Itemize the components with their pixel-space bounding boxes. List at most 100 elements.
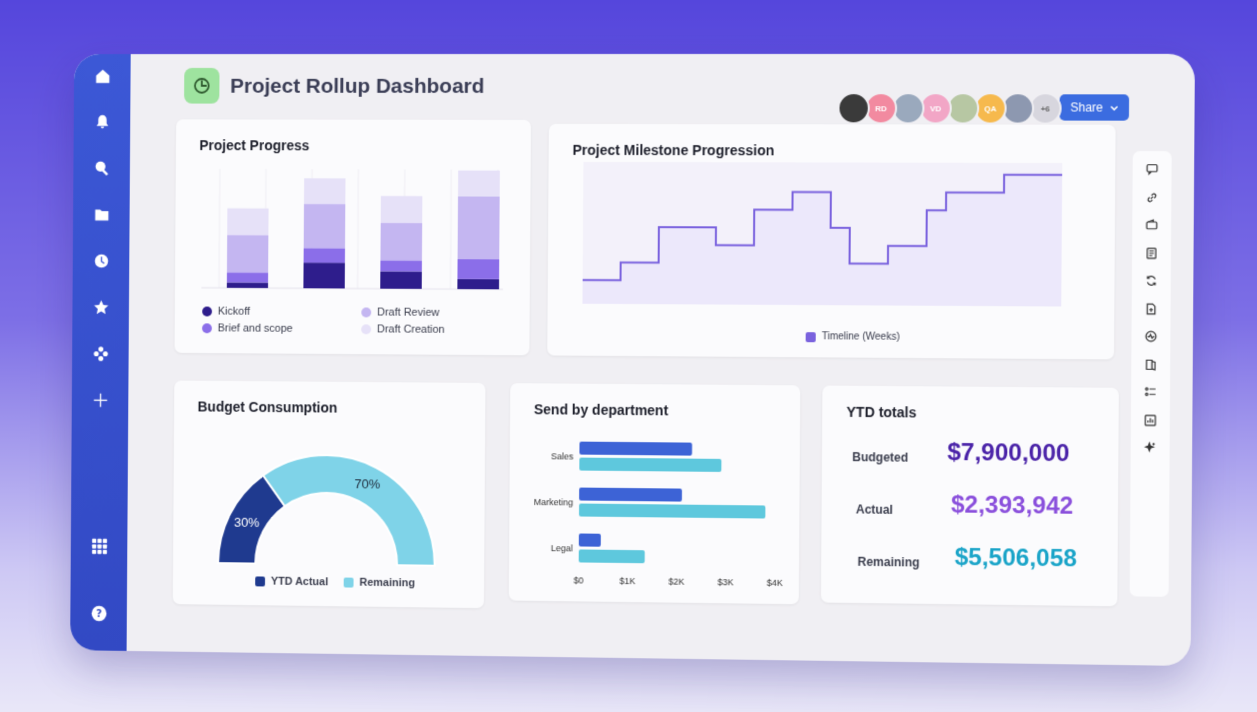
sidebar: ? [70,54,131,651]
legend-label: YTD Actual [271,576,328,589]
search-icon[interactable] [92,158,112,178]
ytd-value-budgeted: $7,900,000 [947,439,1069,468]
avatar[interactable] [837,92,870,124]
legend-kickoff: Kickoff [202,306,250,318]
bar-sales [579,458,721,472]
apps-icon[interactable] [91,343,111,363]
link-icon[interactable] [1144,189,1160,205]
legend-swatch [361,324,371,334]
help-icon[interactable]: ? [89,603,109,623]
x-tick-label: $3K [717,577,733,587]
bar-segment-draft-review [380,223,422,261]
legend-swatch [202,307,212,317]
bar-segment-kickoff [380,271,422,289]
pie-clock-icon [192,76,212,96]
wallet-icon[interactable] [1143,217,1159,233]
chart-icon[interactable] [1142,412,1158,428]
legend-swatch [255,576,265,586]
dashboard-window: ? Project Rollup Dashboard RD VD QA +6 Shar… [70,54,1195,666]
category-label: Marketing [534,497,573,507]
folder-icon[interactable] [92,204,112,224]
ytd-value-actual: $2,393,942 [951,491,1073,521]
ytd-label-actual: Actual [856,502,893,516]
page-title: Project Rollup Dashboard [230,75,484,99]
stacked-bar-chart [189,161,515,311]
bell-icon[interactable] [92,111,112,131]
department-card: Send by department Sales Marketing Legal $0… [509,383,801,604]
bar-legal [579,533,601,546]
step-area-chart [577,154,1082,327]
book-icon[interactable] [1143,356,1159,372]
legend-timeline: Timeline (Weeks) [806,331,900,343]
legend-swatch [806,332,816,342]
ytd-label-budgeted: Budgeted [852,450,908,465]
ytd-label-remaining: Remaining [857,555,919,570]
legend-swatch [361,307,371,317]
bar-segment-kickoff [457,279,499,289]
x-tick-label: $0 [574,575,584,585]
legend-swatch [344,578,354,588]
legend-label: Kickoff [218,306,250,318]
svg-text:?: ? [96,609,102,620]
share-label: Share [1070,100,1103,114]
ytd-card: YTD totals Budgeted $7,900,000 Actual $2… [821,386,1119,607]
bar-sales [579,442,692,456]
legend-swatch [202,323,212,333]
bar-marketing [579,488,682,502]
legend-brief: Brief and scope [202,322,293,334]
card-title: Budget Consumption [198,399,338,416]
legend-label: Draft Creation [377,323,445,335]
ytd-value-remaining: $5,506,058 [955,544,1077,574]
bar-segment-draft-review [227,235,268,273]
slice-value-label: 30% [234,514,260,529]
bar-segment-draft-review [304,204,346,248]
project-progress-card: Project Progress Kickoff Brief and scope… [175,119,531,355]
clock-icon[interactable] [91,251,111,271]
card-title: Project Progress [199,137,309,153]
card-title: Send by department [534,401,668,418]
chevron-down-icon [1109,103,1118,112]
document-icon[interactable] [1143,245,1159,261]
category-label: Legal [551,543,573,553]
grid-line [219,169,220,288]
slice-value-label: 70% [354,476,380,491]
bar-segment-draft-creation [304,178,346,204]
legend-draft-creation: Draft Creation [361,323,445,335]
bar-segment-kickoff [303,263,345,289]
legend-label: Timeline (Weeks) [822,331,900,343]
bar-segment-draft-creation [381,196,423,223]
collaborator-avatars[interactable]: RD VD QA +6 [842,92,1061,124]
horizontal-bar-chart: Sales Marketing Legal $0 $1K $2K $3K $4K [517,431,788,594]
bar-marketing [579,504,765,519]
bar-segment-brief-and-scope [227,272,268,282]
grid-line [358,169,359,288]
bar-segment-kickoff [227,282,268,288]
right-toolbar [1130,151,1172,597]
sync-icon[interactable] [1143,273,1159,289]
legend-remaining: Remaining [344,577,415,590]
milestone-card: Project Milestone Progression Timeline (… [547,124,1115,360]
legend-ytd-actual: YTD Actual [255,575,328,588]
bar-segment-draft-creation [458,170,500,196]
plus-icon[interactable] [90,390,110,410]
activity-icon[interactable] [1143,328,1159,344]
bar-segment-draft-review [458,196,500,259]
legend-draft-review: Draft Review [361,306,439,318]
bar-segment-brief-and-scope [304,248,345,263]
file-add-icon[interactable] [1143,300,1159,316]
x-tick-label: $2K [668,576,684,586]
bar-segment-draft-creation [227,208,268,235]
card-title: YTD totals [846,404,916,421]
grid-icon[interactable] [89,536,109,556]
home-icon[interactable] [92,66,112,86]
category-label: Sales [551,451,574,461]
sparkle-icon[interactable] [1142,440,1158,456]
x-tick-label: $4K [767,578,783,588]
star-icon[interactable] [91,297,111,317]
legend-label: Draft Review [377,307,439,319]
list-icon[interactable] [1142,384,1158,400]
share-button[interactable]: Share [1059,94,1129,120]
comment-icon[interactable] [1144,161,1160,177]
bar-segment-brief-and-scope [457,259,499,279]
legend-label: Brief and scope [218,322,293,334]
